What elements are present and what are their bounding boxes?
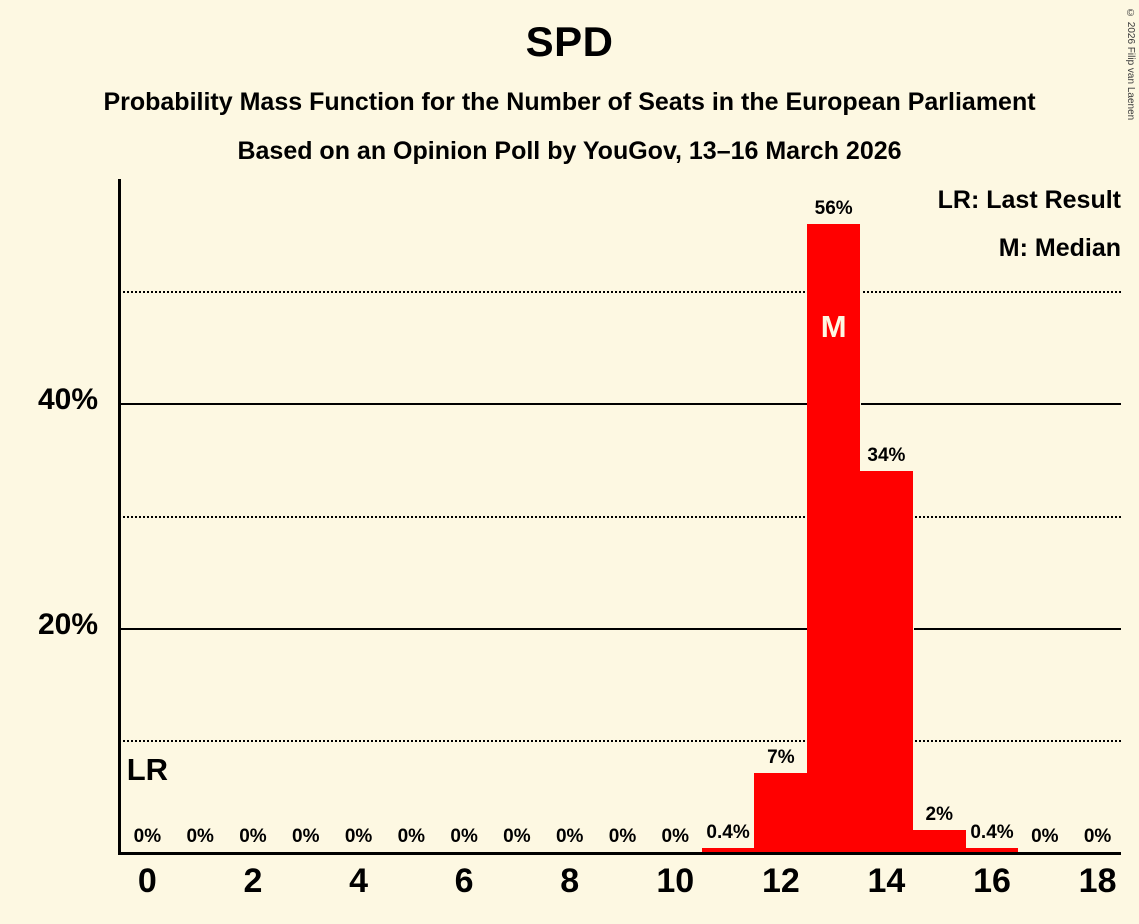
gridline — [118, 739, 1121, 742]
bar — [965, 847, 1020, 852]
bar-value-label: 0% — [608, 826, 637, 847]
gridline — [118, 515, 1121, 518]
x-axis-tick-label: 0 — [137, 862, 157, 900]
y-axis-tick-label: 20% — [37, 607, 98, 641]
bar-value-label: 0% — [1031, 826, 1059, 847]
x-axis-tick-label: 6 — [454, 862, 474, 900]
bar — [912, 829, 967, 852]
copyright-notice: © 2026 Filip van Laenen — [1125, 8, 1136, 121]
bar-value-label: 7% — [767, 747, 795, 769]
bar-value-label: 56% — [814, 197, 853, 219]
bar-value-label: 0% — [292, 826, 320, 847]
x-axis-line — [118, 852, 1121, 855]
legend-last-result: LR: Last Result — [937, 186, 1121, 214]
bar-value-label: 0% — [186, 826, 214, 847]
bar-value-label: 34% — [867, 444, 906, 466]
bar-value-label: 0% — [133, 826, 162, 847]
bar-value-label: 0.4% — [706, 821, 750, 843]
bar-value-label: 0% — [397, 826, 426, 847]
bar-value-label: 0% — [239, 826, 267, 847]
bar — [754, 773, 809, 852]
legend-median: M: Median — [998, 234, 1121, 262]
bar-value-label: 0% — [1083, 826, 1112, 847]
bar-value-label: 2% — [925, 803, 953, 825]
x-axis-tick-label: 12 — [761, 862, 800, 900]
bar-value-label: 0% — [344, 826, 373, 847]
last-result-marker: LR — [126, 752, 169, 787]
page-title: SPD — [525, 18, 614, 65]
x-axis-tick-label: 2 — [243, 862, 263, 900]
chart-subtitle-primary: Probability Mass Function for the Number… — [103, 88, 1036, 116]
x-axis-tick-label: 16 — [973, 862, 1011, 900]
x-axis-tick-label: 18 — [1078, 862, 1117, 900]
bar-value-label: 0% — [555, 826, 584, 847]
bar-value-label: 0.4% — [970, 821, 1014, 843]
gridline — [118, 627, 1121, 630]
median-marker: M — [820, 308, 847, 344]
bar — [701, 847, 756, 852]
bar-value-label: 0% — [450, 826, 478, 847]
bar-value-label: 0% — [503, 826, 531, 847]
y-axis-tick-label: 40% — [37, 383, 98, 417]
gridline — [118, 403, 1121, 406]
plot-area: M LR 0% 0% 0% 0% 0% 0% 0% 0% 0% 0% 0% 0.4% 7% 56% 34% 2%… — [118, 179, 1121, 855]
gridline — [118, 291, 1121, 294]
x-axis-tick-label: 10 — [656, 862, 695, 900]
bar — [860, 470, 914, 852]
x-axis-tick-label: 4 — [349, 862, 368, 900]
bar — [807, 223, 862, 852]
chart-subtitle-source: Based on an Opinion Poll by YouGov, 13–1… — [237, 137, 902, 165]
x-axis-tick-label: 8 — [560, 862, 580, 900]
x-axis-tick-label: 14 — [867, 862, 906, 900]
bar-value-label: 0% — [661, 826, 690, 847]
